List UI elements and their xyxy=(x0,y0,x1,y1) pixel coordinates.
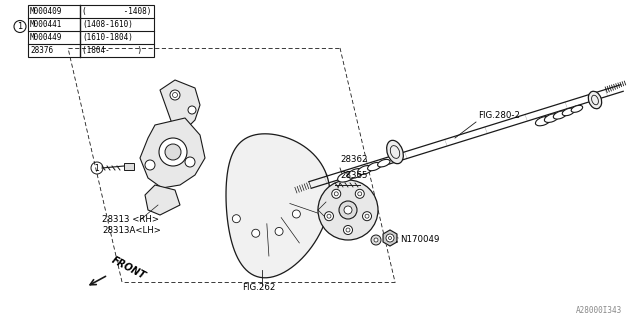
Polygon shape xyxy=(140,118,205,188)
Circle shape xyxy=(344,226,353,235)
Ellipse shape xyxy=(338,172,355,182)
Text: FIG.262: FIG.262 xyxy=(242,283,275,292)
Text: N170049: N170049 xyxy=(400,235,440,244)
Text: FIG.280-2: FIG.280-2 xyxy=(478,111,520,120)
Text: (        -1408): ( -1408) xyxy=(82,7,152,16)
Circle shape xyxy=(170,90,180,100)
Ellipse shape xyxy=(378,159,390,167)
Circle shape xyxy=(252,229,260,237)
Circle shape xyxy=(318,180,378,240)
Text: 1: 1 xyxy=(17,22,22,31)
Polygon shape xyxy=(145,185,180,215)
Circle shape xyxy=(232,215,241,223)
Text: (1408-1610): (1408-1610) xyxy=(82,20,133,29)
Polygon shape xyxy=(160,80,200,132)
Ellipse shape xyxy=(545,114,559,123)
Text: (1804-      ): (1804- ) xyxy=(82,46,142,55)
Circle shape xyxy=(275,228,283,236)
Text: 28365: 28365 xyxy=(340,171,367,180)
Text: 28376: 28376 xyxy=(30,46,53,55)
Ellipse shape xyxy=(563,108,575,116)
Text: A28000I343: A28000I343 xyxy=(576,306,622,315)
Text: 28313A<LH>: 28313A<LH> xyxy=(102,226,161,235)
Ellipse shape xyxy=(367,163,381,171)
Text: (1610-1804): (1610-1804) xyxy=(82,33,133,42)
Circle shape xyxy=(292,210,300,218)
Ellipse shape xyxy=(387,140,403,164)
Bar xyxy=(124,163,134,170)
Circle shape xyxy=(159,138,187,166)
Circle shape xyxy=(371,235,381,245)
Ellipse shape xyxy=(571,105,582,112)
Text: M000449: M000449 xyxy=(30,33,62,42)
Circle shape xyxy=(332,189,340,198)
Ellipse shape xyxy=(588,91,602,109)
Circle shape xyxy=(188,106,196,114)
Circle shape xyxy=(362,212,372,221)
Text: 1: 1 xyxy=(95,164,99,172)
Ellipse shape xyxy=(358,165,372,174)
Circle shape xyxy=(374,238,378,242)
Polygon shape xyxy=(226,134,330,278)
Circle shape xyxy=(339,201,357,219)
Circle shape xyxy=(344,206,352,214)
Ellipse shape xyxy=(536,116,551,126)
Bar xyxy=(28,5,154,57)
Circle shape xyxy=(145,160,155,170)
Text: M000409: M000409 xyxy=(30,7,62,16)
Circle shape xyxy=(165,144,181,160)
Polygon shape xyxy=(383,230,397,246)
Ellipse shape xyxy=(554,111,566,119)
Text: 28362: 28362 xyxy=(340,155,367,164)
Circle shape xyxy=(386,234,394,242)
Circle shape xyxy=(185,157,195,167)
Circle shape xyxy=(355,189,364,198)
Circle shape xyxy=(324,212,333,221)
Text: M000441: M000441 xyxy=(30,20,62,29)
Text: FRONT: FRONT xyxy=(110,255,147,281)
Ellipse shape xyxy=(348,169,364,178)
Text: 28313 <RH>: 28313 <RH> xyxy=(102,215,159,224)
